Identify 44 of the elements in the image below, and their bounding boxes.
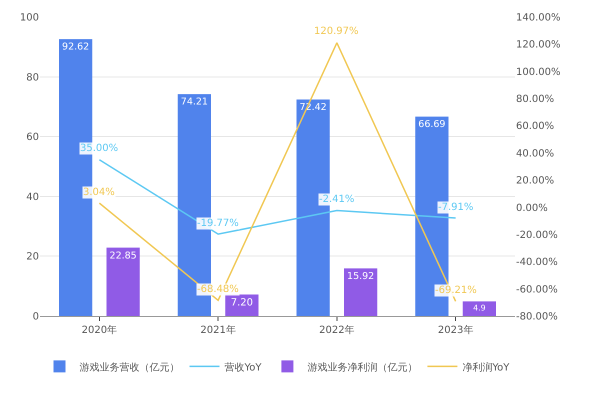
- legend-label: 净利润YoY: [462, 361, 510, 374]
- x-tick-label: 2020年: [82, 324, 118, 336]
- data-label: 120.97%: [314, 26, 358, 37]
- y2-tick-label: -60.00%: [516, 284, 558, 296]
- data-label: 35.00%: [80, 143, 118, 154]
- x-tick-label: 2022年: [319, 324, 355, 336]
- y-tick-label: 40: [26, 192, 39, 203]
- bar: [462, 301, 496, 316]
- x-tick-label: 2023年: [438, 324, 474, 336]
- data-label: 22.85: [110, 250, 137, 262]
- data-label: 66.69: [418, 119, 446, 130]
- data-label: -68.48%: [197, 284, 239, 295]
- x-tick-label: 2021年: [200, 324, 236, 336]
- y2-tick-label: 80.00%: [516, 94, 554, 106]
- data-label: -2.41%: [319, 194, 354, 205]
- data-label: 92.62: [62, 42, 90, 53]
- data-label: -7.91%: [438, 202, 474, 213]
- y2-tick-label: -80.00%: [516, 312, 558, 322]
- data-label: -69.21%: [435, 285, 477, 296]
- legend-label: 营收YoY: [224, 361, 262, 374]
- bar: [344, 268, 378, 316]
- y-tick-label: 20: [26, 252, 39, 263]
- bar: [106, 248, 140, 316]
- data-label: 7.20: [230, 297, 254, 308]
- legend-label: 游戏业务营收（亿元）: [80, 361, 180, 374]
- y2-tick-label: 0.00%: [516, 202, 548, 214]
- y2-tick-label: 120.00%: [516, 40, 560, 51]
- y-tick-label: 60: [26, 132, 39, 144]
- y2-tick-label: 100.00%: [516, 66, 560, 78]
- y2-tick-label: 20.00%: [516, 176, 554, 187]
- legend-label: 游戏业务净利润（亿元）: [307, 361, 418, 374]
- y-tick-label: 0: [32, 312, 39, 322]
- data-label: 74.21: [180, 96, 208, 108]
- data-label: 15.92: [347, 271, 374, 282]
- y2-tick-label: 60.00%: [516, 121, 554, 132]
- y2-tick-label: -40.00%: [516, 257, 558, 268]
- y-tick-label: 80: [26, 72, 39, 84]
- y2-tick-label: -20.00%: [516, 230, 558, 241]
- y2-tick-label: 40.00%: [516, 148, 554, 160]
- y-tick-label: 100: [20, 12, 39, 24]
- data-label: 3.04%: [83, 187, 115, 198]
- data-label: 4.9: [473, 304, 486, 313]
- data-label: -19.77%: [197, 218, 239, 229]
- y2-tick-label: 140.00%: [516, 12, 560, 24]
